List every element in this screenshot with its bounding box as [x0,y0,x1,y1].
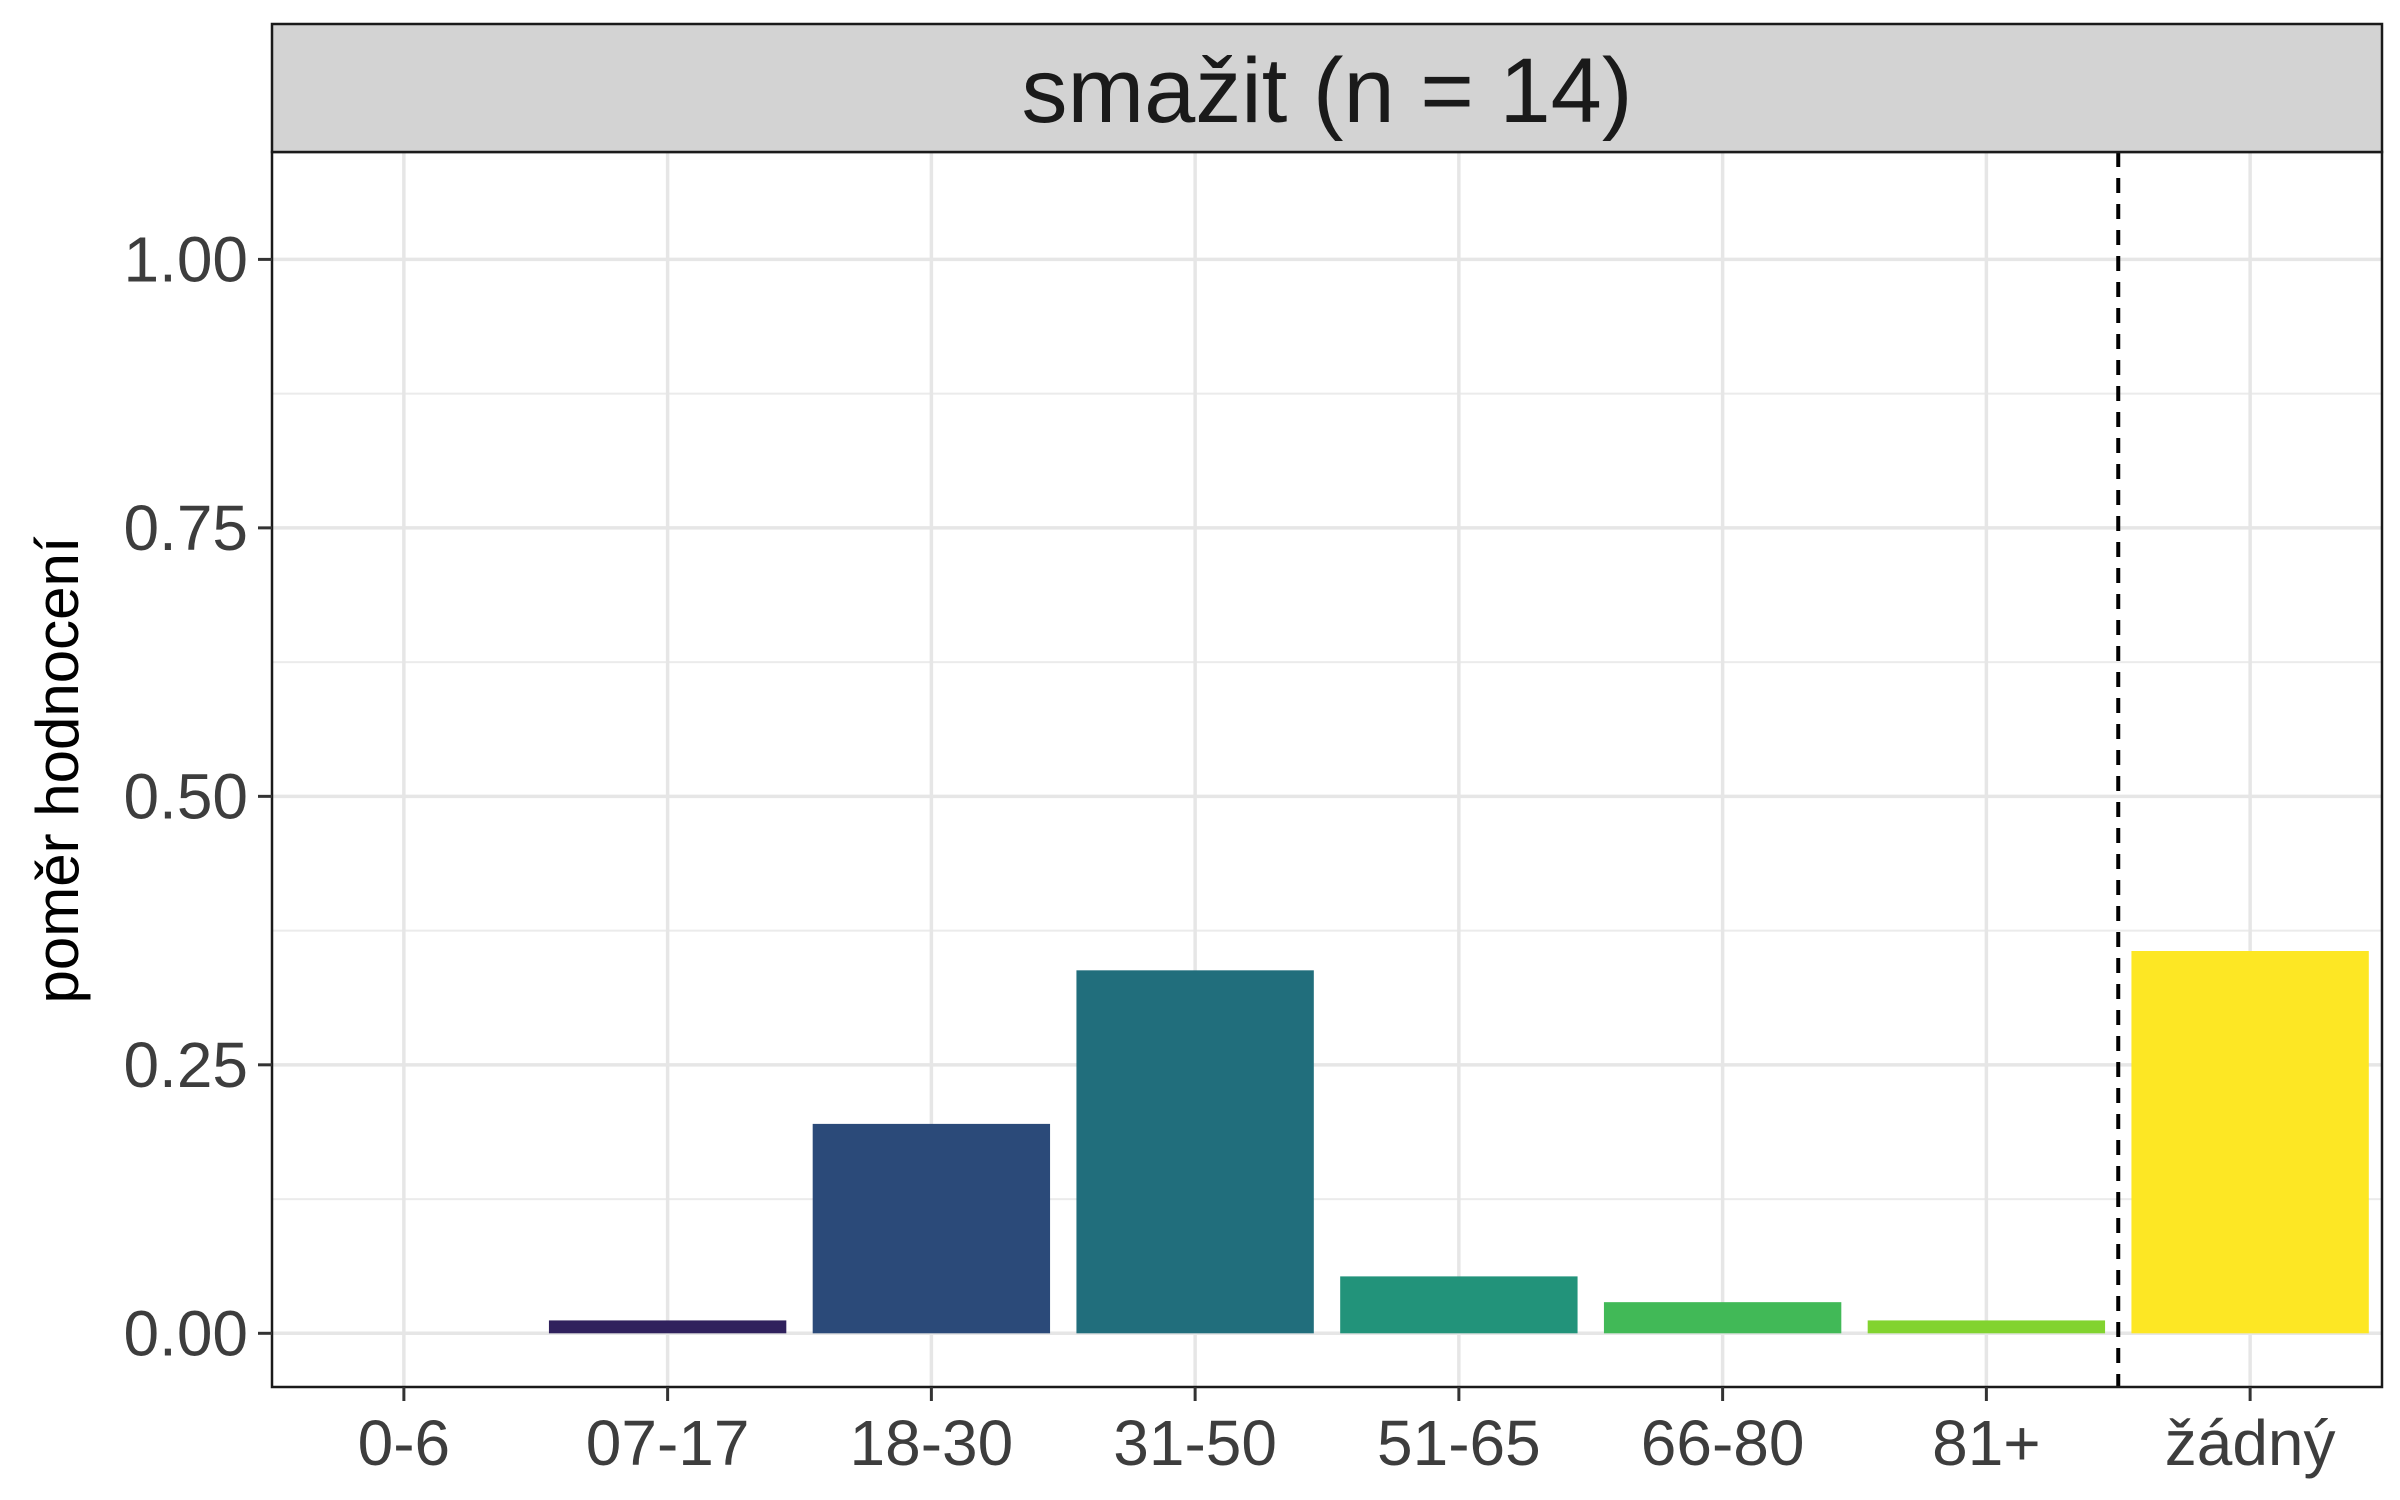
bar-51-65 [1340,1276,1578,1334]
y-tick-label: 0.75 [123,492,248,564]
bar-66-80 [1603,1302,1842,1334]
facet-strip [270,22,2384,154]
bar-31-50 [1076,970,1314,1334]
y-axis-ticks: 0.00 0.25 0.50 0.75 1.00 [123,223,272,1369]
x-axis-ticks: 0-6 07-17 18-30 31-50 51-65 66-80 81+ žádný [358,1387,2336,1479]
y-tick-label: 0.00 [123,1297,248,1369]
bar-81+ [1867,1320,2106,1334]
x-tick-label: 51-65 [1377,1407,1541,1479]
bar-18-30 [812,1123,1051,1334]
y-axis-title: poměr hodnocení [24,536,91,1003]
facet-strip-title: smažit (n = 14) [1022,40,1633,142]
bars [548,950,2369,1334]
y-tick-label: 1.00 [123,223,248,295]
bar-07-17 [548,1320,787,1334]
y-tick-label: 0.50 [123,760,248,832]
x-tick-label: 31-50 [1113,1407,1277,1479]
y-tick-label: 0.25 [123,1029,248,1101]
plot-panel [272,152,2382,1387]
x-tick-label: 18-30 [850,1407,1014,1479]
x-tick-label: 66-80 [1641,1407,1805,1479]
x-tick-label: 81+ [1932,1407,2041,1479]
x-tick-label: žádný [2165,1407,2336,1479]
x-tick-label: 0-6 [358,1407,451,1479]
x-tick-label: 07-17 [586,1407,750,1479]
bar-žádný [2131,950,2369,1334]
